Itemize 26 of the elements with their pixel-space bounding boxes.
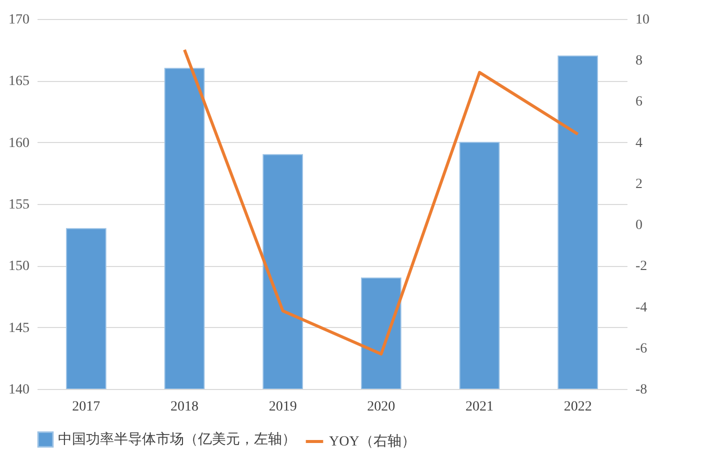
y-tick-label: 145 — [8, 320, 30, 336]
y2-tick-label: 2 — [636, 176, 642, 192]
y2-tick-label: 8 — [636, 54, 642, 69]
y2-tick-label: -4 — [636, 300, 648, 316]
x-tick-label: 2018 — [170, 400, 198, 414]
x-tick-label: 2020 — [367, 400, 396, 414]
y-tick-label: 160 — [8, 136, 30, 151]
x-tick-label: 2019 — [268, 400, 297, 414]
y-tick-label: 170 — [8, 12, 30, 28]
x-tick-label: 2017 — [72, 400, 100, 414]
legend-label: 中国功率半导体市场（亿美元，左轴） — [58, 432, 296, 448]
legend-label: YOY（右轴） — [329, 434, 416, 450]
x-tick-label: 2022 — [564, 400, 592, 414]
y2-tick-label: 10 — [636, 12, 650, 28]
y2-tick-label: -2 — [636, 259, 648, 274]
line-series — [183, 48, 580, 356]
y2-tick-label: 4 — [636, 136, 642, 151]
y2-tick-label: 0 — [636, 218, 642, 234]
y-tick-label: 140 — [8, 382, 30, 398]
x-tick-label: 2021 — [466, 400, 494, 414]
y-tick-label: 165 — [8, 74, 30, 90]
y-tick-label: 150 — [8, 259, 30, 274]
y2-tick-label: -6 — [636, 341, 648, 356]
y2-tick-label: -8 — [636, 382, 648, 398]
y2-tick-label: 6 — [636, 94, 642, 110]
y-tick-label: 155 — [8, 198, 30, 212]
